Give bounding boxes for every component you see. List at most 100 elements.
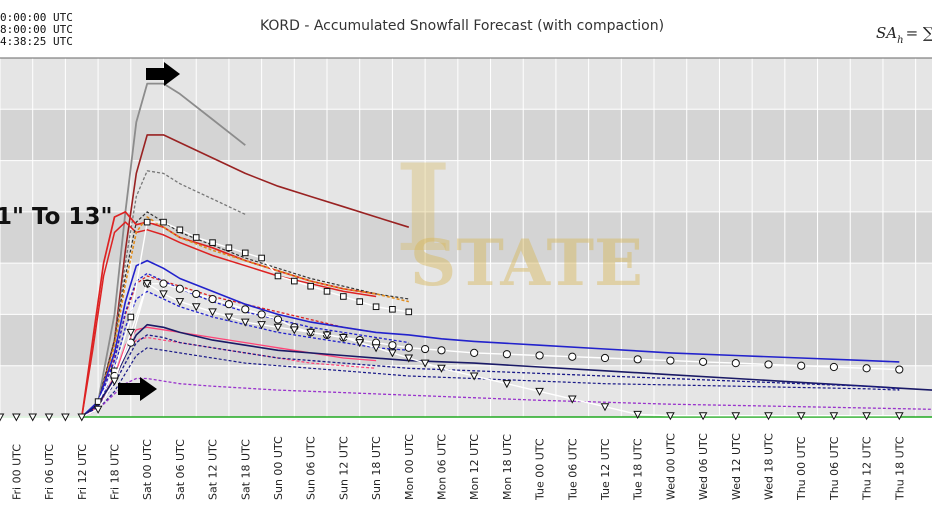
series-19-point bbox=[208, 294, 217, 304]
x-tick-label: Mon 00 UTC bbox=[403, 434, 416, 500]
series-20-point bbox=[731, 412, 741, 421]
series-19-point bbox=[502, 350, 511, 359]
series-20-point bbox=[339, 334, 348, 343]
x-tick-label: Tue 06 UTC bbox=[566, 438, 579, 501]
series-19-point bbox=[797, 361, 806, 370]
x-tick-label: Sat 00 UTC bbox=[141, 439, 154, 500]
watermark-letter: I bbox=[395, 138, 451, 279]
x-tick-label: Sat 12 UTC bbox=[207, 439, 220, 500]
series-19-point bbox=[257, 310, 266, 319]
series-20-point bbox=[420, 359, 430, 368]
x-tick-label: Mon 06 UTC bbox=[435, 434, 448, 500]
series-line-5 bbox=[81, 221, 377, 418]
series-19-point bbox=[241, 305, 250, 314]
series-20-point bbox=[322, 331, 332, 340]
series-20-point bbox=[829, 412, 839, 421]
series-18-point bbox=[372, 303, 380, 311]
series-18-point bbox=[94, 398, 102, 405]
series-20-point bbox=[126, 328, 136, 337]
series-19-point bbox=[192, 289, 201, 299]
series-20-point bbox=[208, 308, 217, 317]
series-19-point bbox=[764, 360, 773, 369]
series-20-point bbox=[600, 403, 610, 412]
x-tick-label: Thu 00 UTC bbox=[795, 436, 808, 501]
series-19-point bbox=[633, 355, 642, 364]
series-line-11 bbox=[81, 259, 900, 418]
arrow-icon-start bbox=[118, 377, 157, 401]
x-tick-label: Thu 06 UTC bbox=[828, 436, 841, 501]
series-18-point bbox=[258, 254, 265, 262]
x-tick-label: Sun 06 UTC bbox=[305, 436, 318, 500]
series-19-point bbox=[470, 348, 479, 357]
series-20-point bbox=[404, 354, 414, 363]
series-18-point bbox=[127, 313, 135, 321]
series-19-point bbox=[535, 351, 544, 360]
x-tick-label: Thu 12 UTC bbox=[861, 436, 874, 501]
x-tick-label: Fri 18 UTC bbox=[108, 444, 121, 500]
series-group bbox=[0, 82, 932, 422]
series-18-point bbox=[241, 249, 249, 257]
series-20-point bbox=[289, 326, 299, 335]
x-tick-labels: Thu 18 UTC Fri 00 UTC Fri 06 UTC Fri 12 UTC… bbox=[10, 433, 906, 501]
series-line-14 bbox=[81, 323, 932, 418]
series-18-point bbox=[389, 306, 396, 313]
series-18-point bbox=[291, 277, 298, 285]
plot-band bbox=[0, 211, 932, 264]
x-tick-label: Fri 00 UTC bbox=[10, 444, 23, 500]
series-20-point bbox=[698, 412, 708, 421]
series-20-point bbox=[535, 387, 544, 396]
series-line-15 bbox=[81, 334, 900, 418]
series-line-6 bbox=[81, 211, 409, 418]
series-19-point bbox=[895, 365, 904, 374]
timestamp-3: 4:38:25 UTC bbox=[0, 35, 73, 48]
series-20-point bbox=[633, 410, 643, 419]
timestamp-1: 0:00:00 UTC bbox=[0, 11, 73, 24]
series-20-point bbox=[77, 413, 87, 422]
x-tick-label: Tue 12 UTC bbox=[599, 438, 612, 501]
series-20-point bbox=[142, 280, 152, 289]
series-20-point bbox=[257, 321, 266, 330]
x-tick-label: Wed 00 UTC bbox=[664, 433, 677, 500]
x-tick-label: Tue 00 UTC bbox=[534, 438, 547, 501]
series-20-point bbox=[93, 405, 103, 414]
series-20-point bbox=[110, 377, 119, 386]
x-tick-label: Sun 18 UTC bbox=[370, 436, 383, 500]
x-tick-label: Sun 00 UTC bbox=[272, 436, 285, 500]
series-line-7 bbox=[81, 216, 409, 418]
watermark: STATE I bbox=[395, 138, 643, 301]
chart-title: KORD - Accumulated Snowfall Forecast (wi… bbox=[260, 18, 664, 34]
series-18-point bbox=[143, 218, 151, 226]
series-19-point bbox=[568, 352, 577, 361]
series-20-point bbox=[894, 412, 904, 421]
series-19-point bbox=[175, 284, 184, 293]
series-20-point bbox=[437, 364, 446, 373]
x-tick-label: Tue 18 UTC bbox=[632, 438, 645, 501]
series-19-point bbox=[600, 353, 610, 363]
series-20-point bbox=[12, 413, 21, 422]
series-18-point bbox=[274, 272, 282, 280]
series-19-point bbox=[421, 344, 430, 354]
series-19-point bbox=[224, 300, 234, 309]
series-19-point bbox=[388, 341, 397, 350]
series-line-13 bbox=[81, 290, 409, 418]
series-18-point bbox=[405, 308, 413, 316]
series-20-point bbox=[355, 339, 365, 348]
series-18-point bbox=[323, 288, 331, 295]
series-18-point bbox=[340, 293, 347, 300]
series-20-point bbox=[469, 372, 479, 381]
timestamp-2: 8:00:00 UTC bbox=[0, 23, 73, 36]
formula-rhs: = ∑ bbox=[906, 24, 932, 42]
series-20-point bbox=[175, 298, 185, 307]
x-tick-label: Thu 18 UTC bbox=[893, 436, 906, 501]
series-20-point bbox=[0, 413, 5, 422]
series-20-point bbox=[61, 413, 70, 422]
x-tick-label: Sun 12 UTC bbox=[337, 436, 350, 500]
x-tick-label: Fri 06 UTC bbox=[43, 444, 56, 500]
series-20-point bbox=[862, 412, 871, 421]
series-line-20 bbox=[0, 283, 900, 418]
series-20-point bbox=[388, 349, 397, 358]
series-18-point bbox=[356, 298, 364, 305]
formula-symbol: SA bbox=[876, 24, 897, 42]
series-18-point bbox=[307, 282, 314, 290]
